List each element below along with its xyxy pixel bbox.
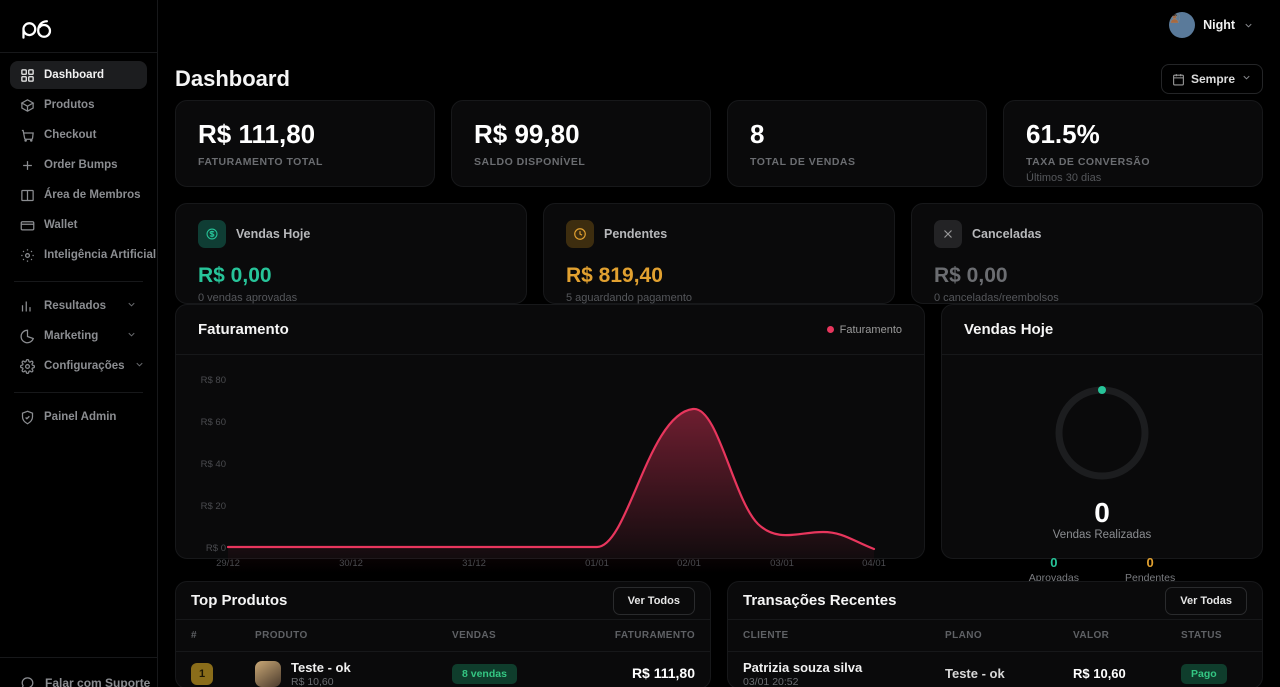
svg-text:R$ 80: R$ 80	[201, 375, 226, 386]
svg-text:R$ 40: R$ 40	[201, 459, 226, 470]
svg-text:R$ 0: R$ 0	[206, 543, 226, 554]
svg-text:29/12: 29/12	[216, 558, 240, 569]
svg-text:R$ 60: R$ 60	[201, 417, 226, 428]
svg-text:03/01: 03/01	[770, 558, 794, 569]
svg-text:30/12: 30/12	[339, 558, 363, 569]
svg-text:04/01: 04/01	[862, 558, 886, 569]
svg-text:31/12: 31/12	[462, 558, 486, 569]
svg-text:02/01: 02/01	[677, 558, 701, 569]
svg-text:R$ 20: R$ 20	[201, 501, 226, 512]
svg-text:01/01: 01/01	[585, 558, 609, 569]
